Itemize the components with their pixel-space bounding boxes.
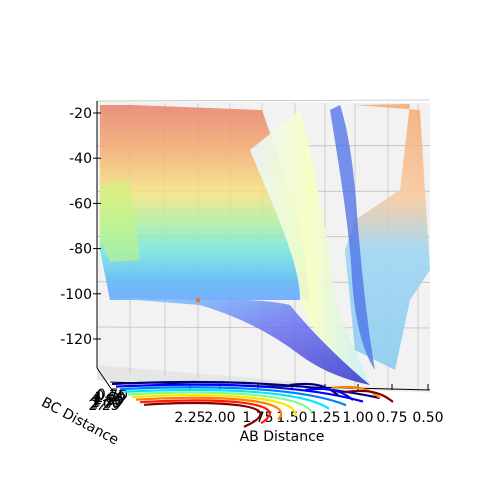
z-tick-label: -60	[69, 196, 92, 212]
y-tick-label: 1.00	[94, 390, 125, 406]
y-tick-label: 1.25	[93, 392, 124, 408]
floor-contours	[111, 380, 394, 428]
contour-line	[119, 386, 347, 407]
x-tick-label: 2.00	[204, 410, 235, 426]
y-axis-line	[96, 367, 113, 391]
surface-ridge	[250, 110, 370, 385]
x-tick-label: 0.75	[376, 410, 407, 426]
z-tick-label: -20	[69, 106, 92, 122]
contour-line	[139, 399, 271, 425]
z-tick-label: -120	[60, 332, 92, 348]
z-tick-label: -80	[69, 242, 92, 258]
contour-line	[123, 388, 330, 410]
y-tick-label: 2.00	[90, 397, 121, 413]
x-tick-label: 1.00	[342, 410, 373, 426]
z-tick-label: -40	[69, 151, 92, 167]
x-tick-label: 1.50	[276, 410, 307, 426]
contour-line	[115, 383, 364, 403]
surface-valley	[110, 298, 370, 385]
y-tick-label: 0.75	[96, 389, 127, 405]
surface-left-band	[100, 180, 140, 262]
z-gridline	[96, 99, 431, 102]
x-tick-label: 2.25	[174, 410, 205, 426]
contour-line	[127, 391, 313, 414]
y-tick-label: 2.25	[88, 398, 119, 414]
surface-channel	[330, 105, 375, 370]
marker-point	[196, 298, 200, 303]
y-tick-label: 0.50	[97, 387, 128, 403]
y-tick-label: 1.50	[92, 393, 123, 409]
contour-line	[304, 387, 354, 401]
marks	[196, 298, 200, 303]
x-tick-label: 0.50	[412, 410, 443, 426]
contour-line	[135, 396, 283, 421]
surface-right-region	[345, 104, 430, 370]
energy-surface	[100, 104, 430, 385]
contour-line	[143, 401, 262, 428]
z-tick-label: -100	[60, 287, 92, 303]
contour-line	[344, 389, 394, 403]
x-tick-label: 1.25	[309, 410, 340, 426]
contour-line	[331, 385, 381, 399]
contour-line	[289, 382, 339, 396]
x-axis-label: AB Distance	[240, 429, 325, 445]
contour-line	[131, 394, 297, 417]
y-tick-label: 1.75	[91, 395, 122, 411]
